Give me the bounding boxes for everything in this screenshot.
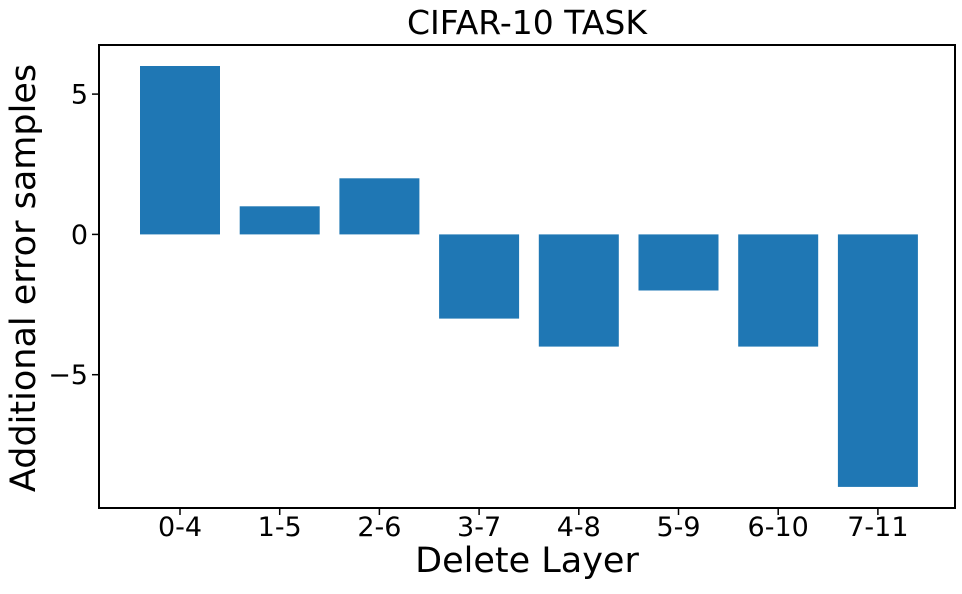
x-tick-label: 2-6 bbox=[357, 512, 401, 543]
bar-0-4 bbox=[140, 66, 220, 235]
x-tick-label: 3-7 bbox=[457, 512, 501, 543]
bars-group bbox=[140, 66, 918, 487]
plot-border bbox=[98, 44, 956, 509]
x-tick-label: 6-10 bbox=[748, 512, 809, 543]
x-tick-label: 0-4 bbox=[158, 512, 202, 543]
bar-5-9 bbox=[638, 234, 719, 291]
x-tick-label: 5-9 bbox=[656, 512, 700, 543]
chart-title: CIFAR-10 TASK bbox=[407, 3, 648, 42]
bar-1-5 bbox=[239, 206, 320, 235]
y-tick-label: −5 bbox=[48, 360, 88, 391]
x-tick-label: 1-5 bbox=[258, 512, 302, 543]
bar-4-8 bbox=[538, 234, 619, 347]
x-tick-label: 4-8 bbox=[557, 512, 601, 543]
bar-2-6 bbox=[339, 178, 420, 235]
bar-3-7 bbox=[439, 234, 520, 319]
x-axis-label: Delete Layer bbox=[415, 541, 639, 581]
ticks-group: 0-4 1-5 2-6 3-7 4-8 5-9 6-10 7-11 5 0 −5 bbox=[48, 80, 908, 543]
bar-6-10 bbox=[738, 234, 819, 347]
y-tick-label: 0 bbox=[71, 220, 88, 251]
y-axis-label: Additional error samples bbox=[4, 64, 44, 492]
x-tick-label: 7-11 bbox=[847, 512, 908, 543]
y-tick-label: 5 bbox=[71, 80, 88, 111]
bar-7-11 bbox=[837, 234, 918, 487]
